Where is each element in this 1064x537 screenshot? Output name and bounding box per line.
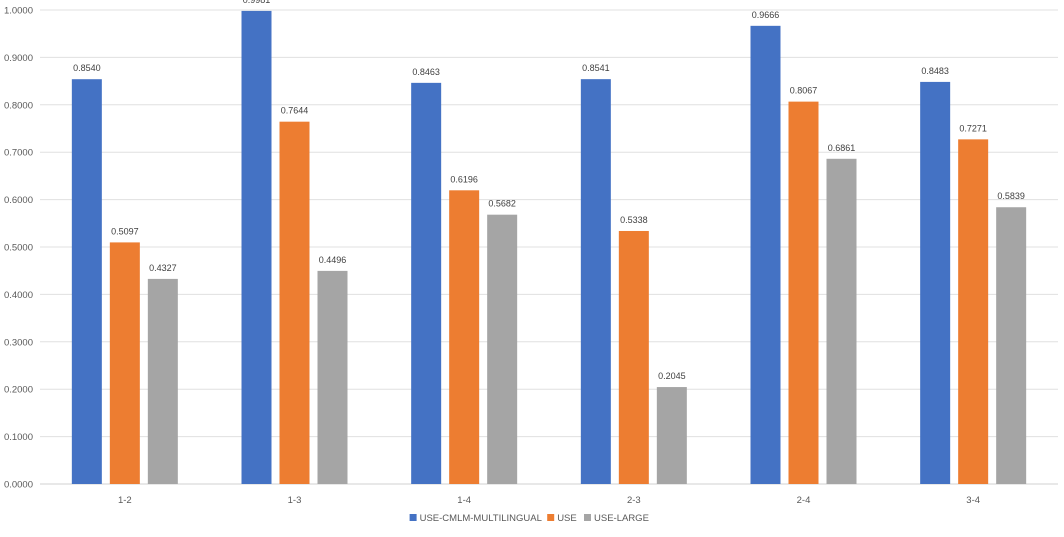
data-label: 0.9666 xyxy=(752,10,780,20)
y-tick-label: 0.5000 xyxy=(4,243,33,254)
bar-use-large xyxy=(317,270,348,484)
y-tick-label: 0.6000 xyxy=(4,195,33,206)
x-tick-label: 1-4 xyxy=(457,495,471,506)
x-tick-label: 2-4 xyxy=(797,495,811,506)
data-label: 0.5338 xyxy=(620,215,648,225)
bar-use xyxy=(109,242,140,484)
bar-use-cmlm-multilingual xyxy=(71,79,102,484)
x-tick-label: 3-4 xyxy=(966,495,980,506)
bar-use-large xyxy=(147,278,178,484)
data-label: 0.8540 xyxy=(73,63,101,73)
legend-swatch xyxy=(584,514,591,521)
data-label: 0.5839 xyxy=(997,191,1025,201)
y-tick-label: 0.0000 xyxy=(4,480,33,491)
legend-label: USE-CMLM-MULTILINGUAL xyxy=(420,513,542,524)
data-label: 0.9981 xyxy=(243,0,271,5)
bar-use-cmlm-multilingual xyxy=(411,82,442,485)
legend-label: USE-LARGE xyxy=(594,513,649,524)
data-label: 0.4327 xyxy=(149,263,177,273)
bar-use-cmlm-multilingual xyxy=(920,81,951,485)
bar-use xyxy=(449,190,480,484)
bar-use xyxy=(279,121,310,484)
legend-swatch xyxy=(409,514,417,521)
data-label: 0.8483 xyxy=(921,66,949,76)
y-tick-label: 0.9000 xyxy=(4,53,33,64)
x-tick-label: 2-3 xyxy=(627,495,641,506)
bar-use-cmlm-multilingual xyxy=(750,25,781,484)
y-tick-label: 0.2000 xyxy=(4,385,33,396)
bar-use-cmlm-multilingual xyxy=(580,79,611,484)
legend-label: USE xyxy=(557,513,577,524)
y-tick-label: 0.1000 xyxy=(4,432,33,443)
data-label: 0.6861 xyxy=(828,143,856,153)
data-label: 0.2045 xyxy=(658,371,686,381)
bar-use xyxy=(958,139,989,484)
bar-use-large xyxy=(656,387,687,484)
data-label: 0.5097 xyxy=(111,226,139,236)
y-tick-label: 1.0000 xyxy=(4,6,33,17)
data-label: 0.7271 xyxy=(959,123,987,133)
y-tick-label: 0.4000 xyxy=(4,290,33,301)
data-label: 0.7644 xyxy=(281,106,309,116)
y-tick-label: 0.8000 xyxy=(4,100,33,111)
bar-use-large xyxy=(826,158,857,484)
data-label: 0.8067 xyxy=(790,86,818,96)
data-label: 0.6196 xyxy=(450,174,478,184)
data-label: 0.5682 xyxy=(488,199,516,209)
data-label: 0.8541 xyxy=(582,63,610,73)
y-tick-label: 0.3000 xyxy=(4,337,33,348)
bar-use-large xyxy=(487,214,518,484)
bar-use-cmlm-multilingual xyxy=(241,10,272,484)
bar-use xyxy=(618,230,649,484)
bar-use-large xyxy=(996,207,1027,485)
data-label: 0.8463 xyxy=(412,67,440,77)
data-label: 0.4496 xyxy=(319,255,347,265)
legend-swatch xyxy=(547,514,555,521)
x-tick-label: 1-3 xyxy=(288,495,302,506)
y-tick-label: 0.7000 xyxy=(4,148,33,159)
bar-use xyxy=(788,101,819,484)
x-tick-label: 1-2 xyxy=(118,495,132,506)
